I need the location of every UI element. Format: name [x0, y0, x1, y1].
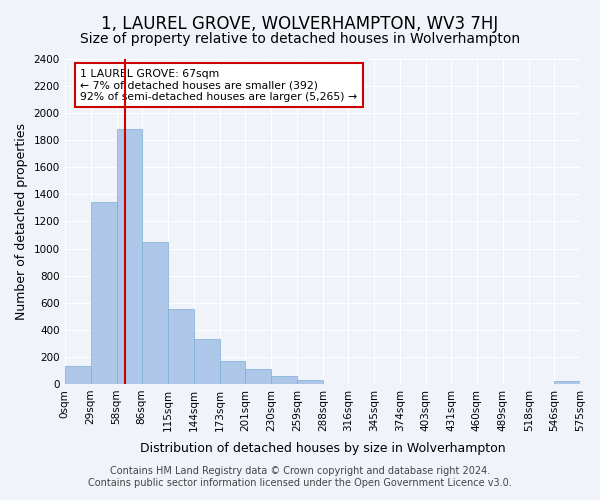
Bar	[245, 369, 271, 384]
Bar	[168, 310, 194, 384]
Bar	[220, 361, 245, 384]
Text: 1 LAUREL GROVE: 67sqm
← 7% of detached houses are smaller (392)
92% of semi-deta: 1 LAUREL GROVE: 67sqm ← 7% of detached h…	[80, 68, 357, 102]
Bar	[142, 242, 168, 384]
Y-axis label: Number of detached properties: Number of detached properties	[15, 123, 28, 320]
Text: Size of property relative to detached houses in Wolverhampton: Size of property relative to detached ho…	[80, 32, 520, 46]
Bar	[65, 366, 91, 384]
Bar	[297, 380, 323, 384]
Text: 1, LAUREL GROVE, WOLVERHAMPTON, WV3 7HJ: 1, LAUREL GROVE, WOLVERHAMPTON, WV3 7HJ	[101, 15, 499, 33]
Text: Contains HM Land Registry data © Crown copyright and database right 2024.
Contai: Contains HM Land Registry data © Crown c…	[88, 466, 512, 487]
Bar	[91, 202, 116, 384]
X-axis label: Distribution of detached houses by size in Wolverhampton: Distribution of detached houses by size …	[140, 442, 505, 455]
Bar	[271, 376, 297, 384]
Bar	[554, 381, 580, 384]
Bar	[194, 338, 220, 384]
Bar	[116, 130, 142, 384]
